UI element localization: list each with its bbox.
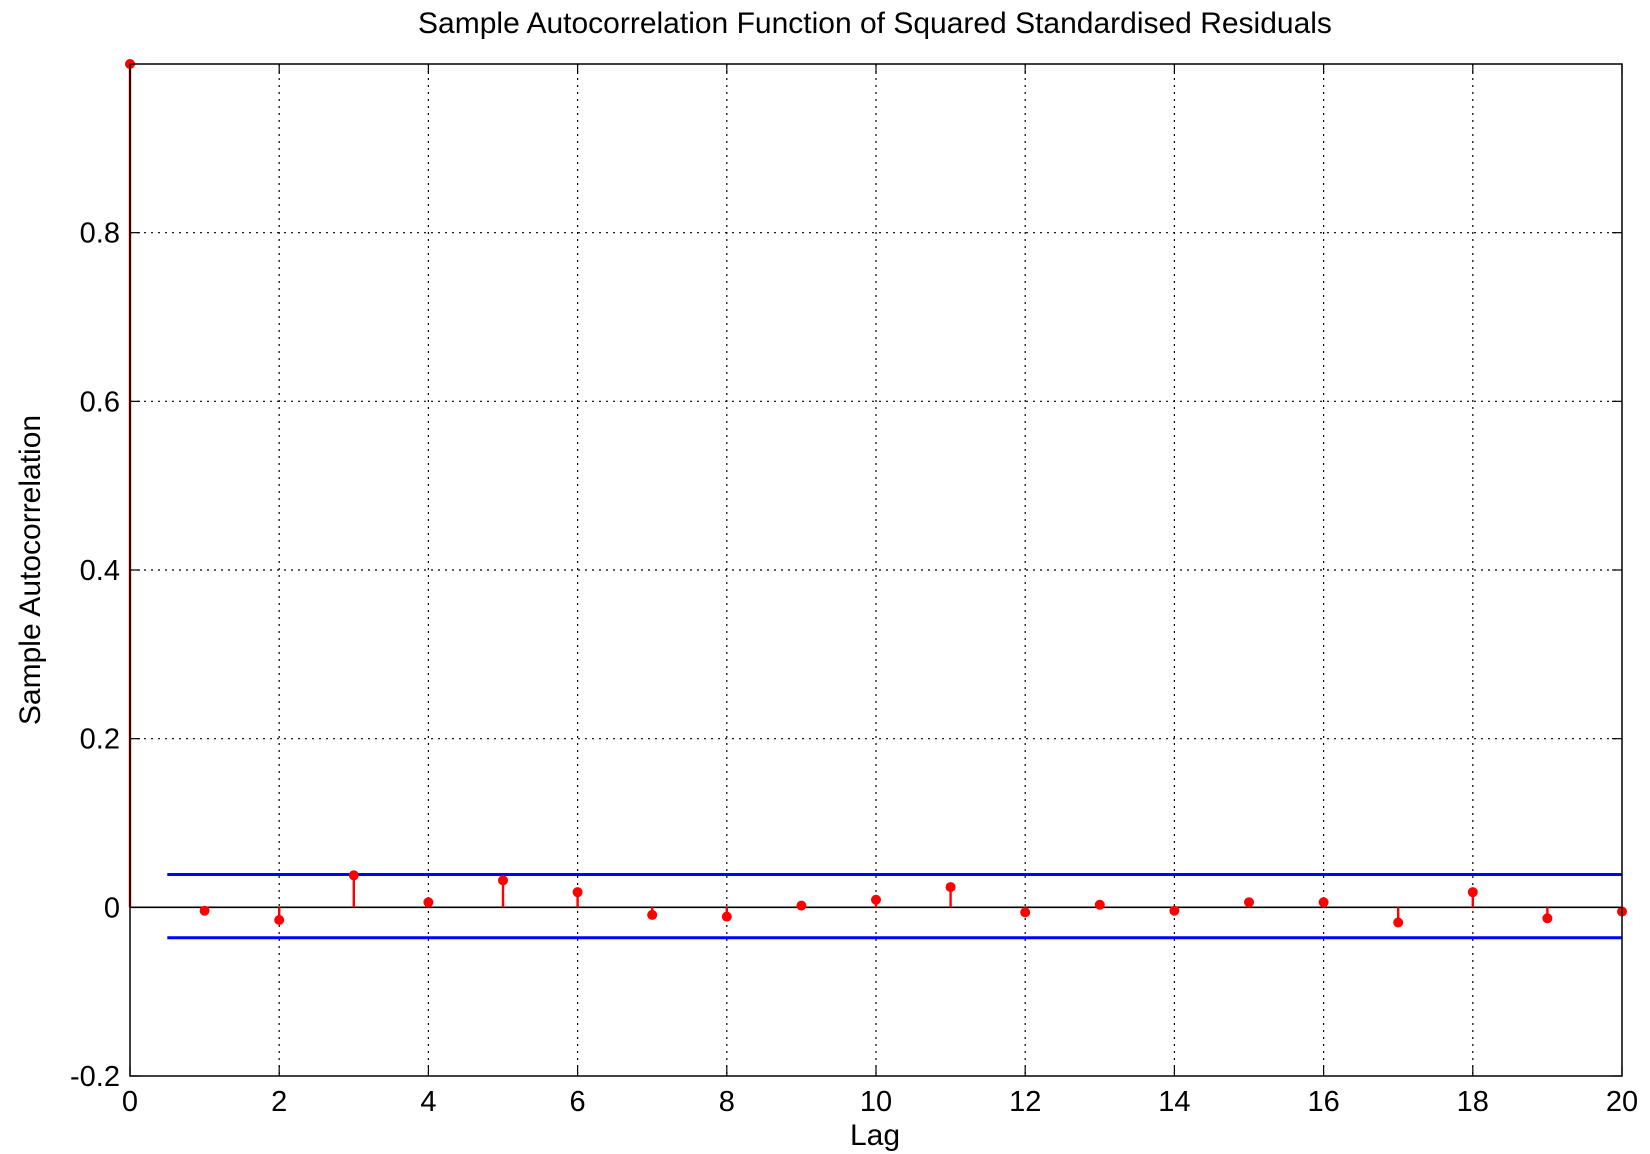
- acf-point: [1318, 897, 1329, 908]
- y-tick-label: 0: [104, 892, 120, 924]
- acf-point: [498, 875, 508, 886]
- x-tick-label: 10: [860, 1086, 892, 1118]
- x-tick-label: 18: [1457, 1086, 1489, 1118]
- acf-point: [1244, 897, 1254, 908]
- tick-layer: 0 2 4 6 8 10 12 14 16 18 20-0.200.20.40.60.8: [70, 64, 1638, 1118]
- confidence-bounds: [167, 872, 1622, 940]
- acf-point: [1169, 905, 1180, 916]
- acf-point: [721, 911, 732, 922]
- acf-point: [572, 887, 583, 898]
- acf-point: [945, 882, 956, 893]
- y-tick-label: 0.4: [80, 555, 120, 587]
- y-axis-label: Sample Autocorrelation: [14, 415, 47, 725]
- acf-point: [1094, 899, 1105, 910]
- acf-point: [647, 909, 658, 920]
- acf-point: [1467, 887, 1478, 898]
- acf-point: [348, 870, 359, 881]
- x-tick-label: 20: [1606, 1086, 1638, 1118]
- x-tick-label: 0: [122, 1086, 138, 1118]
- x-tick-label: 16: [1307, 1086, 1339, 1118]
- x-tick-label: 4: [420, 1086, 436, 1118]
- y-tick-label: 0.2: [80, 724, 120, 756]
- acf-point: [423, 897, 434, 908]
- x-tick-label: 8: [719, 1086, 735, 1118]
- chart-title: Sample Autocorrelation Function of Squar…: [418, 7, 1332, 40]
- y-tick-label: 0.6: [80, 386, 120, 418]
- acf-point: [274, 914, 285, 925]
- x-tick-label: 14: [1158, 1086, 1190, 1118]
- y-tick-label: -0.2: [70, 1061, 120, 1093]
- x-tick-label: 2: [271, 1086, 287, 1118]
- x-tick-label: 6: [570, 1086, 586, 1118]
- acf-point: [1020, 907, 1031, 918]
- acf-point: [871, 894, 881, 905]
- acf-point: [1542, 913, 1553, 924]
- y-tick-label: 0.8: [80, 218, 120, 250]
- x-axis-label: Lag: [850, 1119, 900, 1152]
- x-tick-label: 12: [1009, 1086, 1041, 1118]
- acf-point: [1393, 917, 1404, 928]
- acf-point: [199, 905, 210, 916]
- acf-point: [796, 900, 807, 911]
- stem-series: [125, 59, 1627, 928]
